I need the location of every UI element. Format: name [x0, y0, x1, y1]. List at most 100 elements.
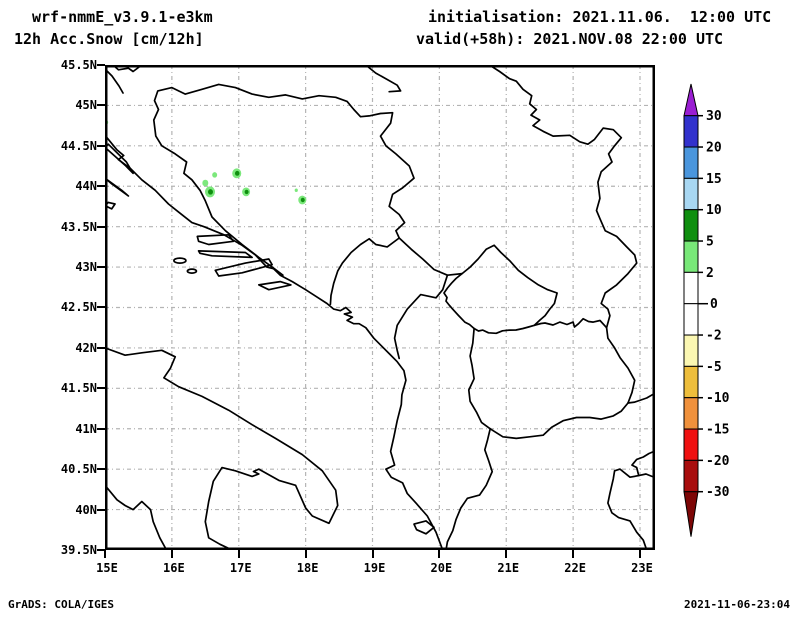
plot-frame	[105, 65, 655, 550]
border-greece-bulgaria	[627, 392, 655, 404]
snow-spot-core	[300, 197, 305, 203]
border-albania-macedonia	[467, 327, 492, 430]
y-axis-label: 44N	[75, 179, 97, 194]
colorbar-segment	[683, 303, 699, 336]
border-macedonia-bulgaria	[605, 326, 636, 404]
colorbar-segment	[683, 459, 699, 493]
x-axis-label: 15E	[96, 561, 118, 575]
y-axis-label: 43.5N	[60, 219, 97, 234]
colorbar-segment	[683, 240, 699, 273]
y-axis-label: 42.5N	[60, 300, 97, 315]
colorbar-label: -15	[706, 423, 729, 438]
border-montenegro-albania	[393, 274, 449, 360]
field-title: 12h Acc.Snow [cm/12h]	[14, 30, 204, 48]
grid-lines	[105, 65, 655, 550]
colorbar-label: -10	[706, 391, 730, 406]
colorbar-label: 15	[706, 172, 722, 187]
snow-spot	[212, 172, 218, 178]
x-axis-tick	[505, 550, 508, 558]
y-axis-tick	[97, 346, 105, 349]
colorbar-label: -20	[706, 454, 730, 469]
colorbar-label: 10	[706, 203, 722, 218]
grads-credit: GrADS: COLA/IGES	[8, 598, 114, 611]
y-axis-label: 44.5N	[60, 138, 97, 153]
y-axis-tick	[97, 64, 105, 66]
island-pag	[105, 143, 134, 175]
y-axis-label: 45N	[75, 98, 97, 113]
y-axis-tick	[97, 427, 105, 430]
border-serbia-romania-bulgaria	[488, 65, 638, 329]
y-axis-tick	[97, 225, 105, 228]
border-macedonia-serbia	[533, 317, 608, 329]
x-axis-label: 20E	[430, 561, 453, 575]
island-vis	[173, 257, 187, 264]
island-mljet	[257, 280, 292, 291]
colorbar-label: 2	[706, 266, 714, 281]
map-canvas	[105, 65, 655, 550]
island-dugi-otok	[105, 177, 130, 197]
snow-spot	[202, 179, 209, 187]
border-croatia-serbia-danube	[364, 65, 402, 93]
y-axis-tick	[97, 387, 105, 390]
y-axis-tick	[97, 548, 105, 551]
border-bosnia	[152, 83, 415, 306]
border-albania-greece	[445, 427, 494, 550]
y-axis-label: 45.5N	[60, 58, 97, 72]
coastline-aegean	[607, 450, 655, 550]
x-axis-tick	[438, 550, 441, 558]
x-axis-tick	[639, 550, 641, 558]
x-axis-tick	[371, 550, 374, 558]
island-solta	[186, 268, 198, 274]
x-axis-label: 22E	[564, 561, 586, 575]
colorbar-segment	[683, 397, 699, 430]
colorbar-segment	[683, 177, 699, 211]
coastline-italy-adriatic	[105, 347, 339, 550]
coastline-calabria	[105, 484, 168, 550]
island-corfu	[413, 520, 435, 535]
snow-accumulation-spots	[105, 120, 307, 205]
valid-time: valid(+58h): 2021.NOV.08 22:00 UTC	[416, 30, 724, 48]
colorbar-segment	[683, 209, 699, 242]
y-axis-tick	[97, 104, 105, 107]
x-axis-label: 19E	[363, 561, 386, 575]
colorbar-label: 0	[710, 297, 718, 312]
y-axis-label: 41.5N	[60, 381, 97, 396]
y-axis-tick	[97, 185, 105, 188]
colorbar-label: 30	[706, 109, 722, 124]
snow-spot	[294, 188, 298, 193]
border-kosovo	[443, 244, 558, 335]
y-axis-tick	[97, 266, 105, 269]
x-axis-label: 18E	[296, 561, 319, 575]
y-axis-label: 40.5N	[60, 462, 97, 477]
y-axis-tick	[97, 468, 105, 471]
colorbar-label: 5	[706, 235, 714, 250]
colorbar-segment	[683, 428, 699, 461]
x-axis-label: 21E	[497, 561, 520, 575]
x-axis-label: 23E	[631, 561, 653, 575]
colorbar-arrow-bottom	[683, 491, 699, 537]
y-axis-tick	[97, 306, 105, 309]
coastline-adriatic-east	[105, 134, 444, 550]
x-axis-tick	[104, 550, 106, 558]
colorbar-label: 20	[706, 141, 722, 156]
colorbar-label: -30	[706, 485, 730, 500]
colorbar-segment	[683, 271, 699, 305]
snow-spot-core	[244, 189, 249, 195]
x-axis-label: 16E	[163, 561, 185, 575]
border-slovenia-croatia	[112, 65, 143, 73]
colorbar-segment	[683, 146, 699, 179]
y-axis-label: 40N	[75, 502, 97, 517]
island-hvar	[197, 250, 253, 259]
x-axis-tick	[237, 550, 240, 558]
island-brac	[196, 233, 235, 246]
colorbar-label: -2	[706, 329, 722, 344]
snow-spot-core	[234, 170, 240, 176]
x-axis-tick	[170, 550, 173, 558]
y-axis-label: 41N	[75, 421, 97, 436]
y-axis-tick	[97, 508, 105, 511]
x-axis-tick	[572, 550, 575, 558]
y-axis-tick	[97, 144, 105, 147]
x-axis-label: 17E	[229, 561, 252, 575]
